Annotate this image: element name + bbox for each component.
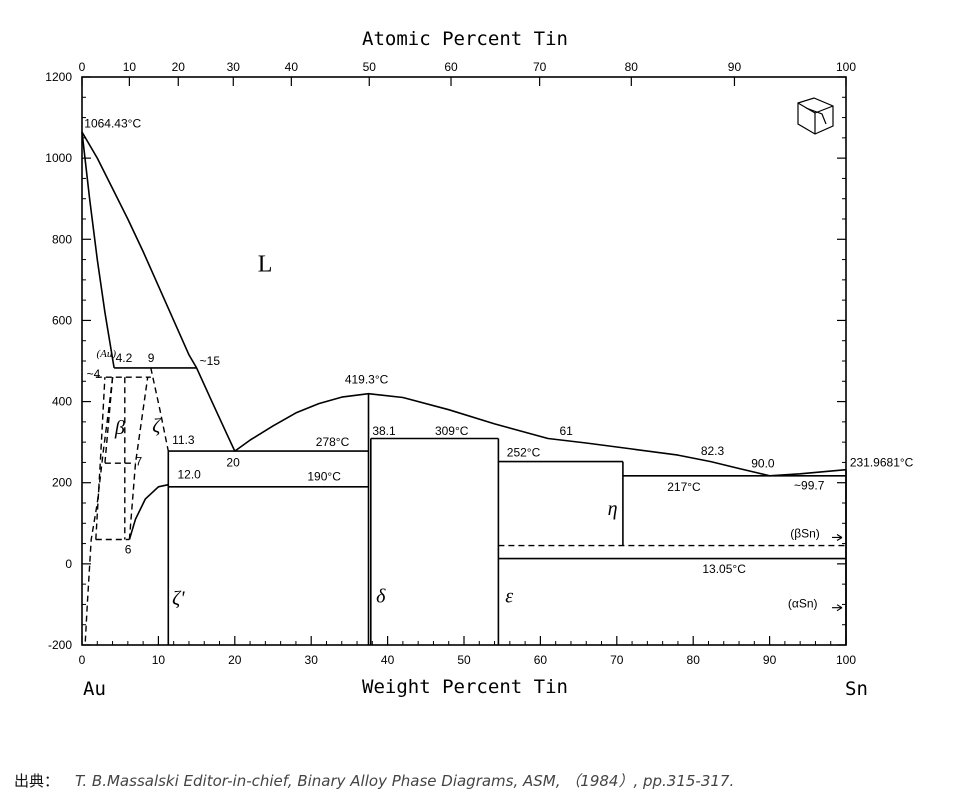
bottom-tick-label: 20 [228,653,242,667]
annotation-label: (αSn) [788,597,818,611]
annotation-label: 419.3°C [345,372,389,386]
phase-diagram: 0 10 20 30 40 50 60 70 80 90 1000 10 20 30 40 50 60 70 80 9… [45,28,914,700]
annotation-label: 38.1 [372,424,396,438]
crystal-structure-icon [797,97,834,135]
phase-label: δ [376,585,386,607]
bottom-tick-label: 70 [610,653,624,667]
annotation-label: 4.2 [116,351,133,365]
top-tick-label: 60 [444,60,458,74]
annotation-label: 61 [560,424,574,438]
left-tick-label: 800 [52,232,72,246]
phase-label: ζ' [172,587,185,609]
left-tick-label: 1000 [45,151,72,165]
top-tick-label: 20 [172,60,186,74]
annotation-label: 9 [148,351,155,365]
annotation-label: 11.3 [172,433,195,447]
annotation-label: 309°C [435,424,469,438]
annotation-label: 190°C [307,470,341,484]
left-tick-label: 200 [52,476,72,490]
annotation-label: ~99.7 [794,479,825,493]
annotation-label: 6 [125,543,132,557]
left-tick-label: 1200 [45,70,72,84]
dashed-boundary-line [95,377,106,540]
phase-label: ζ [152,415,162,437]
bottom-tick-label: 90 [763,653,777,667]
top-tick-label: 100 [836,60,856,74]
annotation-label: 90.0 [751,457,775,471]
plot-frame [81,76,847,646]
annotation-label: 278°C [316,435,350,449]
annotation-label: 231.9681°C [850,455,914,469]
bottom-tick-label: 60 [534,653,548,667]
bottom-tick-label: 30 [305,653,319,667]
bottom-tick-label: 50 [457,653,471,667]
annotation-label: 13.05°C [702,562,746,576]
top-tick-label: 10 [123,60,137,74]
top-tick-label: 50 [363,60,377,74]
au-end-label: Au [83,678,106,700]
dashed-boundary-line [150,367,169,452]
left-tick-label: 0 [65,557,72,571]
bottom-axis-label: Weight Percent Tin [362,676,568,698]
dashed-boundary-line [128,377,149,540]
top-tick-label: 30 [227,60,241,74]
top-tick-label: 90 [728,60,742,74]
arrow-icon [832,604,843,612]
top-axis-label: Atomic Percent Tin [362,28,568,50]
left-tick-label: 600 [52,313,72,327]
bottom-tick-label: 0 [79,653,86,667]
top-tick-label: 70 [533,60,547,74]
source-reference: T. B.Massalski Editor-in-chief, Binary A… [75,772,735,790]
annotation-label: ~4 [87,367,101,381]
annotation-label: 217°C [667,480,701,494]
annotation-label: 20 [226,455,240,469]
phase-label: L [258,252,273,278]
source-label: 出典： [14,772,60,790]
arrow-icon [832,534,843,541]
phase-label: ε [505,585,513,607]
sn-end-label: Sn [845,678,868,700]
zeta-solvus-line [128,483,169,540]
bottom-tick-label: 100 [836,653,856,667]
top-tick-label: 0 [79,60,86,74]
annotation-label: 82.3 [701,444,725,458]
phase-label: (Au) [97,348,117,360]
bottom-tick-label: 10 [152,653,166,667]
annotation-label: 12.0 [178,468,202,482]
bottom-tick-label: 40 [381,653,395,667]
bottom-tick-label: 80 [687,653,701,667]
annotation-label: 1064.43°C [84,117,141,131]
annotation-label: 7 [135,455,142,469]
source-footer: 出典： T. B.Massalski Editor-in-chief, Binar… [14,770,944,804]
phase-label: η [608,498,618,520]
left-tick-label: -200 [48,638,72,652]
liquidus-line [81,131,847,477]
au-solvus-line [84,377,114,646]
top-tick-label: 80 [625,60,639,74]
annotation-label: 252°C [507,445,541,459]
phase-label: β [114,417,125,439]
annotation-label: (βSn) [790,526,820,540]
top-tick-label: 40 [285,60,299,74]
annotation-label: ~15 [200,354,221,368]
left-tick-label: 400 [52,395,72,409]
au-solidus-line [81,131,115,369]
dashed-boundary-line [104,377,114,464]
